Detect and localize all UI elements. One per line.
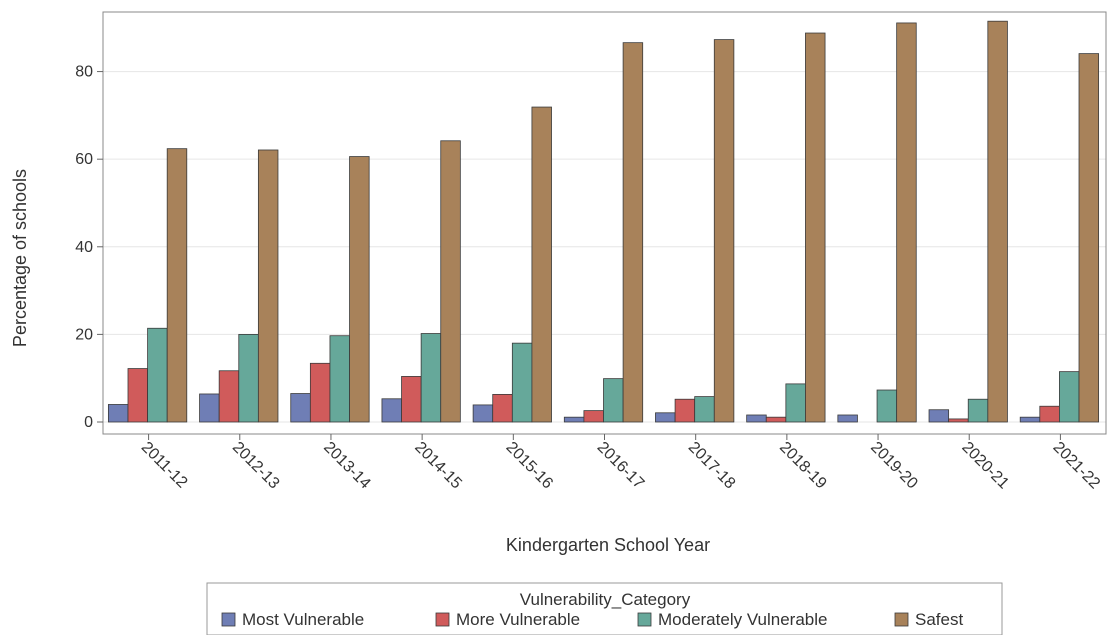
x-tick-label: 2017-18 [685,439,739,493]
bar-safest [349,156,370,423]
bar-more-vulnerable [492,393,513,423]
bar-moderately-vulnerable [147,327,168,423]
bar-moderately-vulnerable [603,378,624,423]
legend-label: Most Vulnerable [242,610,364,629]
bar-moderately-vulnerable [329,335,350,423]
bar-moderately-vulnerable [876,389,898,423]
bar-most-vulnerable [290,393,311,423]
x-tick-label: 2016-17 [594,439,648,493]
bar-most-vulnerable [837,414,858,423]
x-axis-title: Kindergarten School Year [506,535,710,555]
bar-safest [440,140,461,423]
bar-most-vulnerable [472,404,494,423]
bar-safest [805,32,826,423]
legend-items: Most Vulnerable More Vulnerable Moderately… [221,610,963,629]
bar-moderately-vulnerable [511,342,533,423]
bar-safest [713,39,735,423]
bar-more-vulnerable [674,398,696,423]
bar-moderately-vulnerable [238,333,259,423]
bar-more-vulnerable [948,418,969,423]
bar-safest [531,106,552,423]
legend-frame [206,582,1003,635]
bar-moderately-vulnerable [967,398,989,423]
y-tick-label: 0 [84,414,93,431]
bar-most-vulnerable [107,404,129,423]
bar-more-vulnerable [127,368,148,423]
x-tick-label: 2014-15 [411,439,465,493]
legend-item: More Vulnerable [435,610,580,629]
y-tick-label: 20 [75,326,93,343]
legend-label: Safest [915,610,963,629]
x-tick-label: 2021-22 [1050,439,1104,493]
y-tick-label: 80 [75,64,93,81]
bar-most-vulnerable [1019,416,1041,423]
x-tick-label: 2013-14 [320,439,374,493]
bar-most-vulnerable [563,416,585,423]
bars [107,20,1100,423]
bar-moderately-vulnerable [785,383,806,423]
legend-item: Most Vulnerable [221,610,364,629]
bar-more-vulnerable [218,370,240,423]
y-tick-label: 60 [75,151,93,168]
legend-swatch [894,612,909,627]
bar-most-vulnerable [746,414,767,423]
bar-safest [987,20,1008,423]
x-tick-label: 2012-13 [229,439,283,493]
y-axis-title: Percentage of schools [10,169,30,347]
bar-safest [622,42,644,423]
legend-swatch [435,612,450,627]
bar-moderately-vulnerable [1059,371,1080,423]
x-tick-label: 2019-20 [867,439,921,493]
legend-item: Moderately Vulnerable [637,610,827,629]
legend-swatch [637,612,652,627]
bar-more-vulnerable [309,362,331,423]
bar-moderately-vulnerable [694,396,715,423]
x-axis: 2011-12 2012-13 2013-14 2014-15 2015-16 2016-… [138,434,1103,492]
bar-safest [896,22,917,423]
x-tick-label: 2015-16 [502,439,556,493]
bar-safest [166,148,188,423]
bar-most-vulnerable [199,393,220,423]
x-tick-label: 2020-21 [958,439,1012,493]
x-tick-label: 2011-12 [138,439,191,492]
bar-safest [257,149,279,423]
bar-safest [1078,53,1100,423]
x-tick-label: 2018-19 [776,439,830,493]
legend-item: Safest [894,610,963,629]
legend: Vulnerability_Category Most Vulnerable Mo… [206,582,1003,635]
legend-label: Moderately Vulnerable [658,610,827,629]
bar-more-vulnerable [583,410,604,423]
bar-most-vulnerable [381,398,402,423]
bar-more-vulnerable [1039,405,1060,423]
legend-title: Vulnerability_Category [520,590,691,609]
y-tick-label: 40 [75,239,93,256]
bar-more-vulnerable [401,376,422,423]
bar-more-vulnerable [765,416,787,423]
bar-most-vulnerable [655,412,676,423]
bar-most-vulnerable [928,409,950,423]
bar-moderately-vulnerable [420,333,442,423]
legend-swatch [221,612,236,627]
y-axis: 0 20 40 60 80 [75,64,103,431]
legend-label: More Vulnerable [456,610,580,629]
